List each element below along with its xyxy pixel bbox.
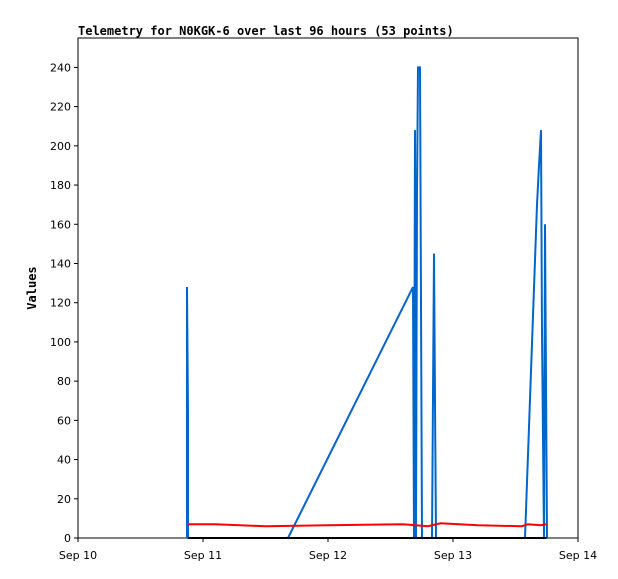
y-tick-label: 120 [50,297,71,310]
x-tick-label: Sep 14 [559,549,597,562]
y-tick-label: 40 [57,454,71,467]
series-line [186,66,548,539]
x-tick-label: Sep 12 [309,549,347,562]
y-axis-label: Values [25,266,39,309]
x-tick-label: Sep 10 [59,549,97,562]
y-tick-label: 80 [57,375,71,388]
y-tick-label: 200 [50,140,71,153]
y-tick-label: 0 [64,532,71,545]
y-tick-label: 240 [50,61,71,74]
y-tick-label: 220 [50,101,71,114]
y-tick-label: 60 [57,414,71,427]
y-tick-label: 140 [50,257,71,270]
chart-title: Telemetry for N0KGK-6 over last 96 hours… [78,24,454,38]
series-line [188,522,547,528]
y-tick-label: 100 [50,336,71,349]
y-tick-label: 180 [50,179,71,192]
y-tick-label: 20 [57,493,71,506]
y-tick-label: 160 [50,218,71,231]
x-tick-label: Sep 11 [184,549,222,562]
x-tick-label: Sep 13 [434,549,472,562]
